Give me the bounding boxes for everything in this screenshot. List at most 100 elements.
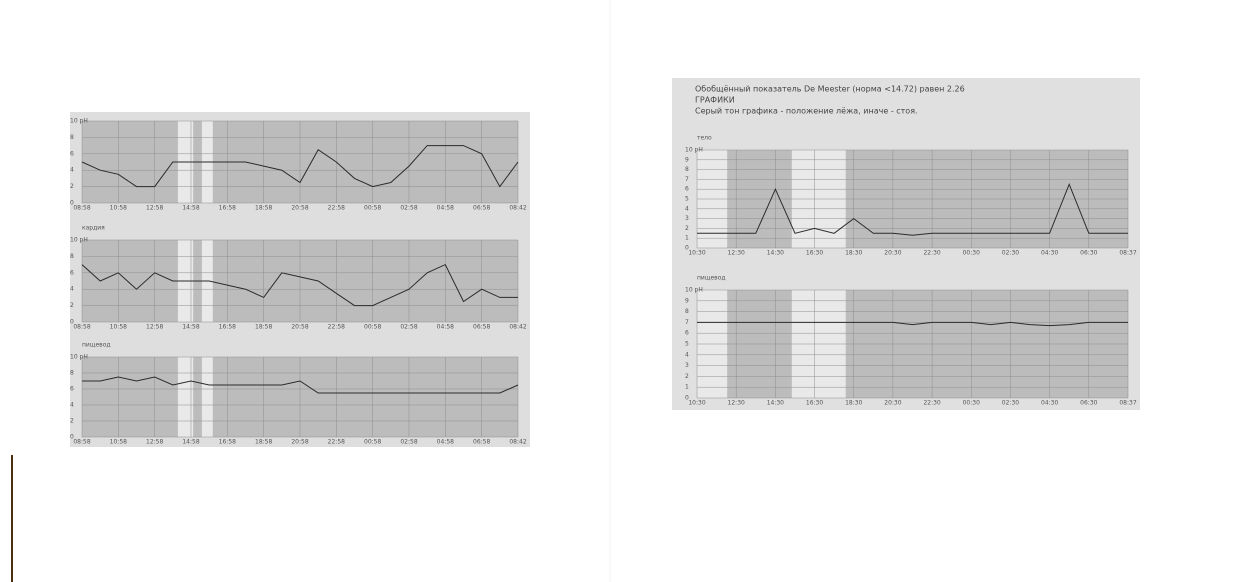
x-tick-label: 00:58 [364,324,381,331]
x-tick-label: 16:58 [219,324,236,331]
supine-band [82,240,178,322]
x-tick-label: 08:42 [509,439,526,446]
y-tick-label: 1 [685,384,689,391]
x-tick-label: 08:37 [1119,250,1136,257]
panel-title: тело [697,135,712,142]
x-tick-label: 06:58 [473,324,490,331]
x-tick-label: 06:58 [473,205,490,212]
y-tick-label: 5 [685,196,689,203]
x-tick-label: 08:58 [73,439,90,446]
x-tick-label: 10:30 [688,400,705,407]
panel-title: пищевод [82,342,111,349]
y-tick-label: 5 [685,341,689,348]
x-tick-label: 20:58 [291,439,308,446]
x-tick-label: 18:58 [255,205,272,212]
y-tick-label: 2 [685,373,689,380]
x-tick-label: 16:58 [219,205,236,212]
y-tick-label: 8 [70,370,74,377]
x-tick-label: 22:58 [328,439,345,446]
x-tick-label: 10:58 [110,324,127,331]
x-tick-label: 02:30 [1002,250,1019,257]
x-tick-label: 14:58 [182,324,199,331]
x-tick-label: 02:58 [400,439,417,446]
x-tick-label: 12:58 [146,205,163,212]
y-tick-label: 2 [685,225,689,232]
x-tick-label: 18:58 [255,324,272,331]
x-tick-label: 18:58 [255,439,272,446]
y-tick-label: 7 [685,319,689,326]
x-tick-label: 18:30 [845,400,862,407]
edge-bar [11,455,13,582]
x-tick-label: 14:30 [767,400,784,407]
x-tick-label: 10:58 [110,439,127,446]
y-tick-label: 4 [70,286,74,293]
x-tick-label: 02:58 [400,205,417,212]
x-tick-label: 08:42 [509,205,526,212]
x-tick-label: 00:58 [364,205,381,212]
supine-band [82,357,178,437]
x-tick-label: 12:30 [728,250,745,257]
y-tick-label: 8 [685,308,689,315]
x-tick-label: 16:30 [806,250,823,257]
report-line: Серый тон графика - положение лёжа, инач… [695,107,918,116]
x-tick-label: 22:30 [923,400,940,407]
y-tick-label: 4 [685,205,689,212]
y-tick-label: 8 [70,134,74,141]
page: Обобщённый показатель De Meester (норма … [0,0,1258,582]
x-tick-label: 06:30 [1080,400,1097,407]
x-tick-label: 06:30 [1080,250,1097,257]
x-tick-label: 22:30 [923,250,940,257]
panel-title: кардия [82,225,105,232]
x-tick-label: 14:58 [182,439,199,446]
y-tick-label: 2 [70,418,74,425]
report-line: Обобщённый показатель De Meester (норма … [695,85,965,94]
x-tick-label: 04:58 [437,324,454,331]
supine-band [213,121,518,203]
y-tick-label: 7 [685,176,689,183]
x-tick-label: 16:30 [806,400,823,407]
supine-band [82,121,178,203]
report-line: ГРАФИКИ [695,96,735,105]
x-tick-label: 14:58 [182,205,199,212]
x-tick-label: 04:58 [437,439,454,446]
panel-title: пищевод [697,275,726,282]
x-tick-label: 08:42 [509,324,526,331]
x-tick-label: 02:30 [1002,400,1019,407]
x-tick-label: 08:58 [73,205,90,212]
y-tick-label: 2 [70,183,74,190]
y-tick-label: 9 [685,156,689,163]
y-tick-label: 8 [70,253,74,260]
x-tick-label: 00:30 [963,250,980,257]
y-tick-label: 4 [70,167,74,174]
y-tick-label: 6 [685,330,689,337]
y-tick-label: 4 [70,402,74,409]
x-tick-label: 02:58 [400,324,417,331]
x-tick-label: 08:37 [1119,400,1136,407]
y-tick-label: 9 [685,297,689,304]
y-tick-label: 1 [685,235,689,242]
x-tick-label: 00:30 [963,400,980,407]
x-tick-label: 12:58 [146,439,163,446]
x-tick-label: 04:30 [1041,400,1058,407]
x-tick-label: 22:58 [328,324,345,331]
y-tick-label: 3 [685,215,689,222]
x-tick-label: 14:30 [767,250,784,257]
supine-band [193,357,202,437]
x-tick-label: 04:30 [1041,250,1058,257]
x-tick-label: 20:58 [291,205,308,212]
y-tick-label: 6 [685,186,689,193]
x-tick-label: 04:58 [437,205,454,212]
y-tick-label: 6 [70,269,74,276]
x-tick-label: 20:30 [884,250,901,257]
x-tick-label: 16:58 [219,439,236,446]
y-tick-label: 2 [70,302,74,309]
x-tick-label: 10:58 [110,205,127,212]
x-tick-label: 20:30 [884,400,901,407]
supine-band [213,240,518,322]
x-tick-label: 12:30 [728,400,745,407]
y-tick-label: 6 [70,150,74,157]
y-tick-label: 6 [70,386,74,393]
x-tick-label: 22:58 [328,205,345,212]
x-tick-label: 10:30 [688,250,705,257]
x-tick-label: 20:58 [291,324,308,331]
